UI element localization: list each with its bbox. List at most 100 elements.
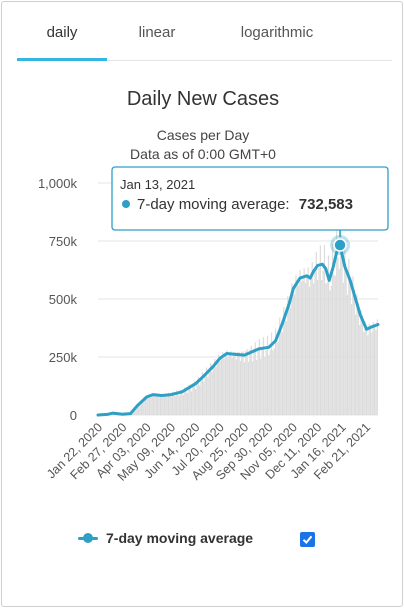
daily-bar: [230, 351, 232, 415]
daily-bar: [257, 348, 259, 415]
daily-bar: [289, 307, 292, 415]
daily-bar: [298, 285, 300, 415]
daily-bar: [222, 352, 224, 415]
daily-bar: [334, 275, 336, 415]
tab-logarithmic[interactable]: logarithmic: [240, 24, 314, 41]
daily-bar: [338, 268, 340, 415]
daily-bar: [180, 389, 182, 415]
daily-bar: [162, 396, 164, 415]
legend-checkbox[interactable]: [300, 532, 315, 547]
y-tick-label: 1,000k: [38, 176, 78, 191]
daily-bar: [264, 357, 266, 415]
daily-bar: [322, 270, 324, 415]
daily-bar: [245, 351, 247, 415]
daily-bar: [318, 267, 320, 415]
highlight-marker[interactable]: [333, 238, 347, 252]
tab-daily[interactable]: daily: [46, 24, 78, 41]
chart-title: Daily New Cases: [127, 88, 279, 110]
daily-bar: [200, 377, 202, 415]
y-tick-label: 0: [70, 408, 77, 423]
daily-bar: [356, 294, 358, 415]
daily-bar: [326, 282, 328, 415]
legend-item[interactable]: 7-day moving average: [78, 526, 253, 550]
daily-bar: [219, 361, 221, 415]
daily-bar: [376, 319, 378, 415]
daily-bar: [296, 284, 298, 415]
tooltip-date: Jan 13, 2021: [120, 177, 195, 192]
daily-bar: [143, 398, 145, 415]
daily-bar: [287, 296, 289, 415]
daily-bar: [212, 367, 214, 415]
tooltip-box: [111, 166, 389, 231]
daily-bar: [302, 280, 304, 415]
daily-bar: [155, 394, 157, 415]
daily-bar: [269, 350, 271, 415]
daily-bar: [204, 374, 206, 415]
legend-label: 7-day moving average: [106, 530, 254, 546]
daily-bar: [321, 280, 323, 415]
tooltip-series-label: 7-day moving average:: [137, 196, 290, 213]
daily-bar: [359, 324, 361, 415]
daily-bar: [249, 349, 251, 415]
daily-bar: [253, 348, 255, 415]
daily-bar: [211, 372, 213, 415]
tab-bar: daily linear logarithmic: [17, 12, 392, 61]
daily-bar: [304, 282, 307, 415]
daily-bar: [275, 328, 277, 415]
daily-bar: [203, 381, 205, 415]
daily-bar: [190, 391, 193, 415]
daily-bar: [336, 224, 338, 415]
daily-bar: [188, 385, 190, 415]
daily-bar: [144, 397, 147, 415]
y-tick-label: 500k: [49, 292, 78, 307]
daily-bar: [311, 261, 313, 415]
daily-bar: [371, 332, 373, 415]
tooltip: Jan 13, 2021 7-day moving average: 732,5…: [111, 166, 389, 238]
daily-bar: [165, 395, 167, 415]
daily-bar: [235, 359, 237, 415]
daily-bar: [344, 243, 346, 415]
daily-bar: [171, 391, 174, 415]
daily-bar: [158, 396, 160, 415]
daily-bar: [364, 321, 366, 415]
daily-bar: [135, 406, 137, 415]
daily-bar: [157, 394, 159, 415]
daily-bar: [214, 359, 216, 415]
daily-bar: [352, 276, 354, 415]
daily-bar: [308, 286, 311, 415]
daily-bar: [184, 387, 186, 415]
daily-bar: [299, 269, 301, 415]
daily-bar: [363, 331, 365, 415]
daily-bar: [182, 394, 185, 415]
daily-bar: [346, 294, 349, 415]
daily-bar: [314, 270, 316, 415]
daily-bar: [239, 360, 241, 415]
daily-bar: [285, 320, 288, 415]
checkmark-icon: [302, 535, 313, 544]
daily-bar: [246, 349, 248, 415]
daily-bar: [357, 303, 359, 415]
daily-bar: [152, 394, 155, 415]
daily-bar: [174, 396, 176, 415]
daily-bar: [288, 305, 290, 415]
daily-bar: [199, 385, 201, 415]
tooltip-series-dot: [122, 200, 130, 208]
daily-bar: [284, 318, 286, 415]
daily-bar: [317, 280, 319, 415]
daily-bar: [136, 404, 138, 415]
daily-bar: [150, 396, 152, 415]
daily-bar: [228, 353, 231, 415]
daily-bar: [140, 400, 142, 415]
daily-bar: [374, 325, 376, 415]
tab-linear[interactable]: linear: [138, 24, 176, 41]
daily-bar: [280, 330, 282, 415]
daily-bar: [312, 283, 315, 415]
daily-bar: [281, 332, 284, 415]
daily-bar: [138, 405, 140, 415]
daily-bar: [169, 394, 171, 415]
daily-bar: [261, 349, 263, 415]
daily-bar: [201, 372, 204, 415]
daily-bar: [333, 274, 335, 415]
y-axis-labels: 0 250k 500k 750k 1,000k: [38, 176, 78, 423]
